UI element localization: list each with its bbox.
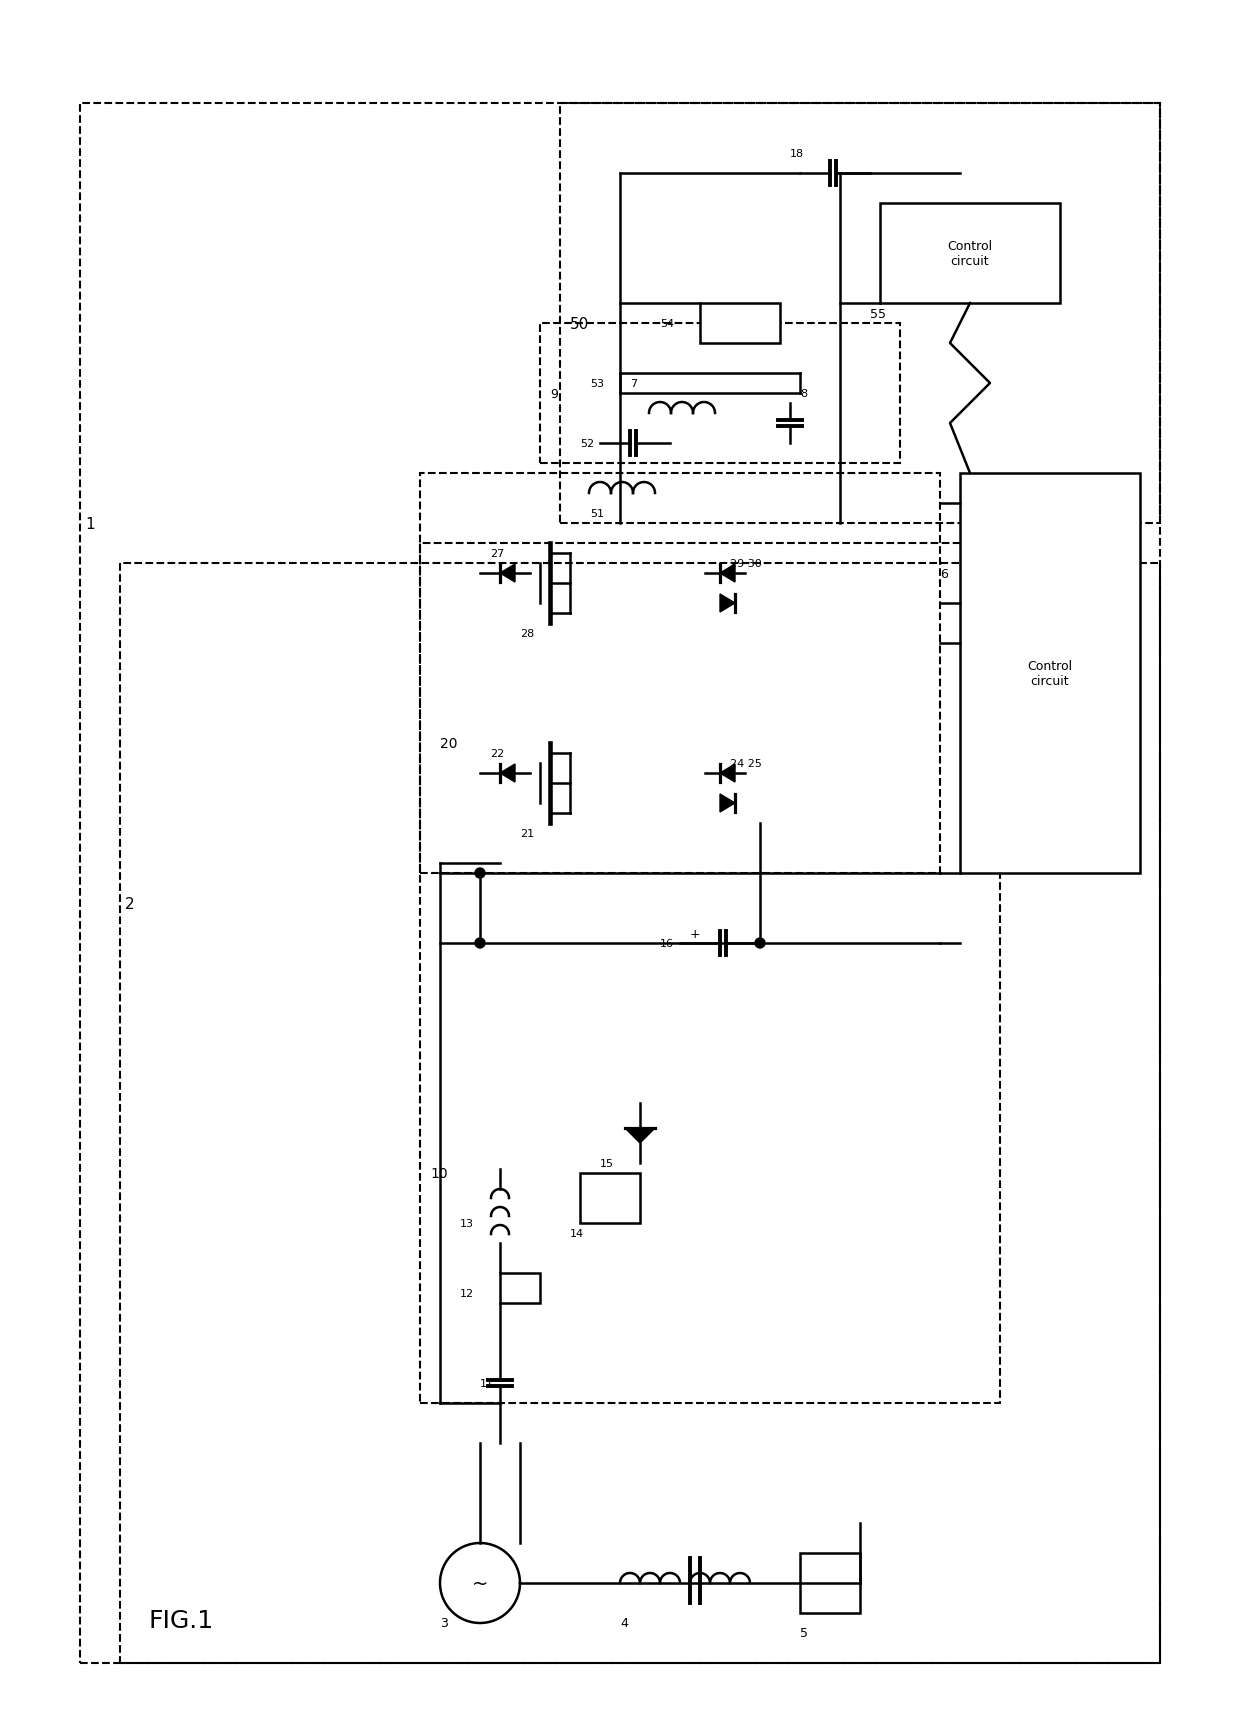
Text: 18: 18 xyxy=(790,148,804,159)
Text: 20: 20 xyxy=(440,736,458,751)
Bar xyxy=(560,103,1159,524)
Circle shape xyxy=(475,868,485,879)
Bar xyxy=(420,474,940,874)
Text: 9: 9 xyxy=(551,388,558,400)
Text: Control
circuit: Control circuit xyxy=(947,239,992,267)
Bar xyxy=(800,1552,861,1613)
Text: 52: 52 xyxy=(580,439,594,448)
Text: 12: 12 xyxy=(460,1289,474,1297)
Text: ~: ~ xyxy=(471,1573,489,1592)
Text: 6: 6 xyxy=(940,567,947,581)
Text: 7: 7 xyxy=(630,379,637,389)
Text: 15: 15 xyxy=(600,1158,614,1168)
Polygon shape xyxy=(500,765,515,782)
Text: 13: 13 xyxy=(460,1218,474,1228)
Circle shape xyxy=(475,939,485,948)
Text: 5: 5 xyxy=(800,1627,808,1640)
Polygon shape xyxy=(720,565,735,582)
Text: 4: 4 xyxy=(620,1616,627,1630)
Text: FIG.1: FIG.1 xyxy=(149,1608,215,1632)
Bar xyxy=(120,563,1159,1663)
Bar xyxy=(701,303,780,345)
Bar xyxy=(960,474,1140,874)
Bar xyxy=(81,103,1159,1663)
Text: 24 25: 24 25 xyxy=(730,758,761,768)
Polygon shape xyxy=(500,565,515,582)
Text: 53: 53 xyxy=(590,379,604,389)
Text: 51: 51 xyxy=(590,508,604,519)
Bar xyxy=(880,203,1060,303)
Text: 54: 54 xyxy=(660,319,675,329)
Text: 3: 3 xyxy=(440,1616,448,1630)
Circle shape xyxy=(755,939,765,948)
Text: +: + xyxy=(689,927,701,941)
Polygon shape xyxy=(720,765,735,782)
Text: 2: 2 xyxy=(125,896,135,911)
Text: 8: 8 xyxy=(800,389,807,398)
Text: 22: 22 xyxy=(490,748,505,758)
Bar xyxy=(420,544,999,1403)
Bar xyxy=(500,1273,539,1303)
Text: 10: 10 xyxy=(430,1166,448,1180)
Bar xyxy=(580,1173,640,1223)
Text: Control
circuit: Control circuit xyxy=(1028,660,1073,687)
Bar xyxy=(539,324,900,463)
Polygon shape xyxy=(625,1129,655,1144)
Text: 1: 1 xyxy=(86,517,94,531)
Text: 27: 27 xyxy=(490,548,505,558)
Text: 29 30: 29 30 xyxy=(730,558,761,569)
Text: 16: 16 xyxy=(660,939,675,948)
Text: 55: 55 xyxy=(870,307,887,320)
Text: 28: 28 xyxy=(520,629,534,639)
Text: 14: 14 xyxy=(570,1228,584,1239)
Polygon shape xyxy=(720,794,735,813)
Text: 21: 21 xyxy=(520,829,534,839)
Text: 11: 11 xyxy=(480,1378,494,1389)
Text: 50: 50 xyxy=(570,317,589,331)
Polygon shape xyxy=(720,594,735,613)
